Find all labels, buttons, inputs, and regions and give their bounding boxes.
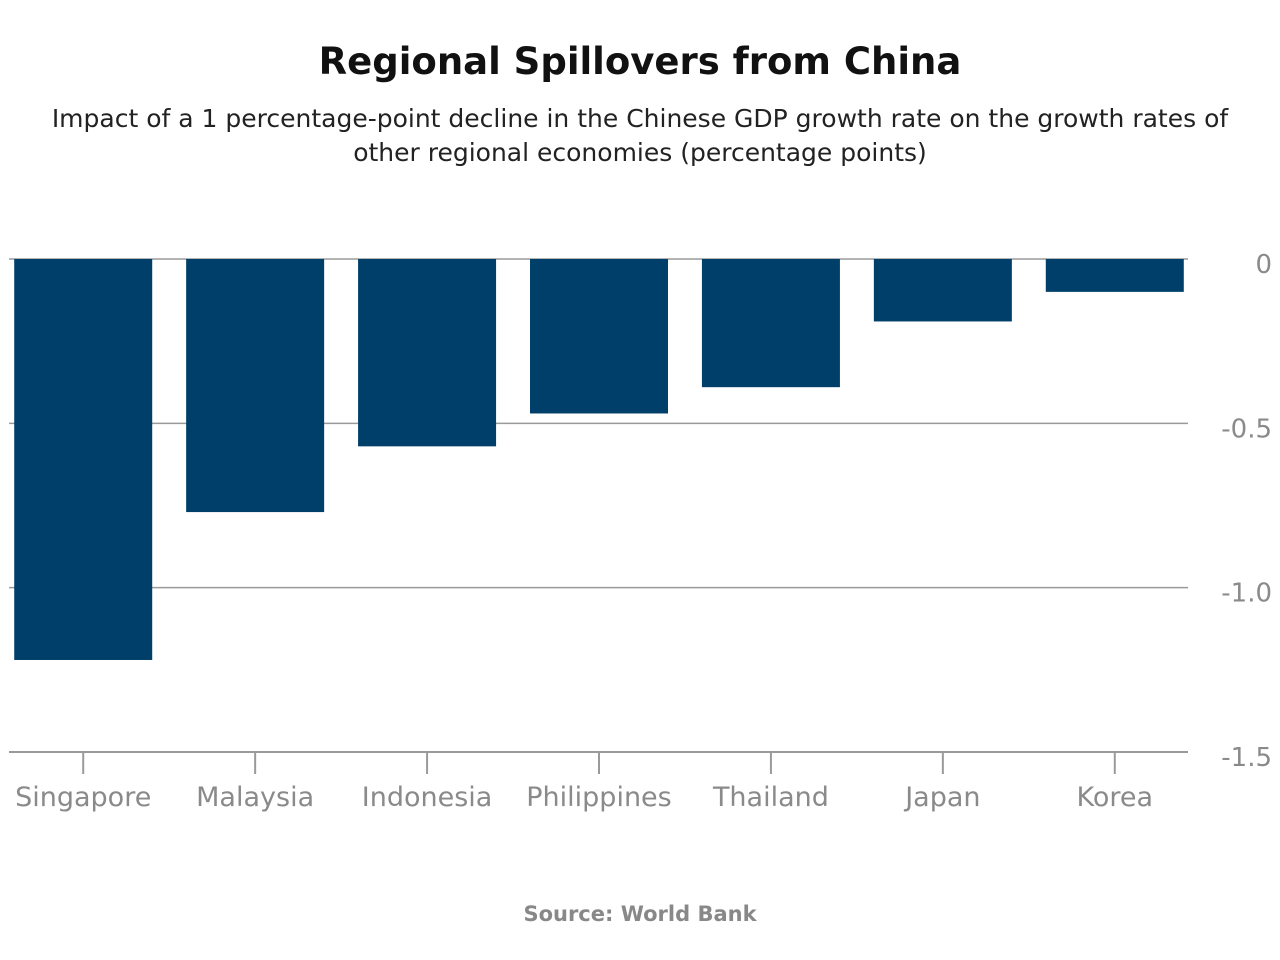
y-tick-label: -0.5 <box>1221 414 1272 444</box>
bar-japan <box>873 259 1012 322</box>
x-category-label: Singapore <box>15 782 151 813</box>
bar-indonesia <box>358 259 497 447</box>
chart-title: Regional Spillovers from China <box>318 40 962 83</box>
bar-philippines <box>530 259 668 414</box>
chart-subtitle: Impact of a 1 percentage-point decline i… <box>51 104 1229 167</box>
bar-malaysia <box>186 259 325 513</box>
x-category-label: Korea <box>1077 782 1154 813</box>
x-category-label: Philippines <box>526 782 671 813</box>
bar-korea <box>1045 259 1184 292</box>
x-category-label: Thailand <box>712 782 829 813</box>
x-category-label: Japan <box>903 782 980 813</box>
y-tick-label: -1.0 <box>1221 579 1272 609</box>
y-tick-label: -1.5 <box>1221 743 1272 773</box>
bar-singapore <box>14 259 153 660</box>
x-category-label: Malaysia <box>196 782 314 813</box>
source-note: Source: World Bank <box>523 902 757 926</box>
y-tick-label: 0 <box>1255 250 1272 280</box>
x-category-label: Indonesia <box>362 782 493 813</box>
bar-thailand <box>701 259 840 388</box>
